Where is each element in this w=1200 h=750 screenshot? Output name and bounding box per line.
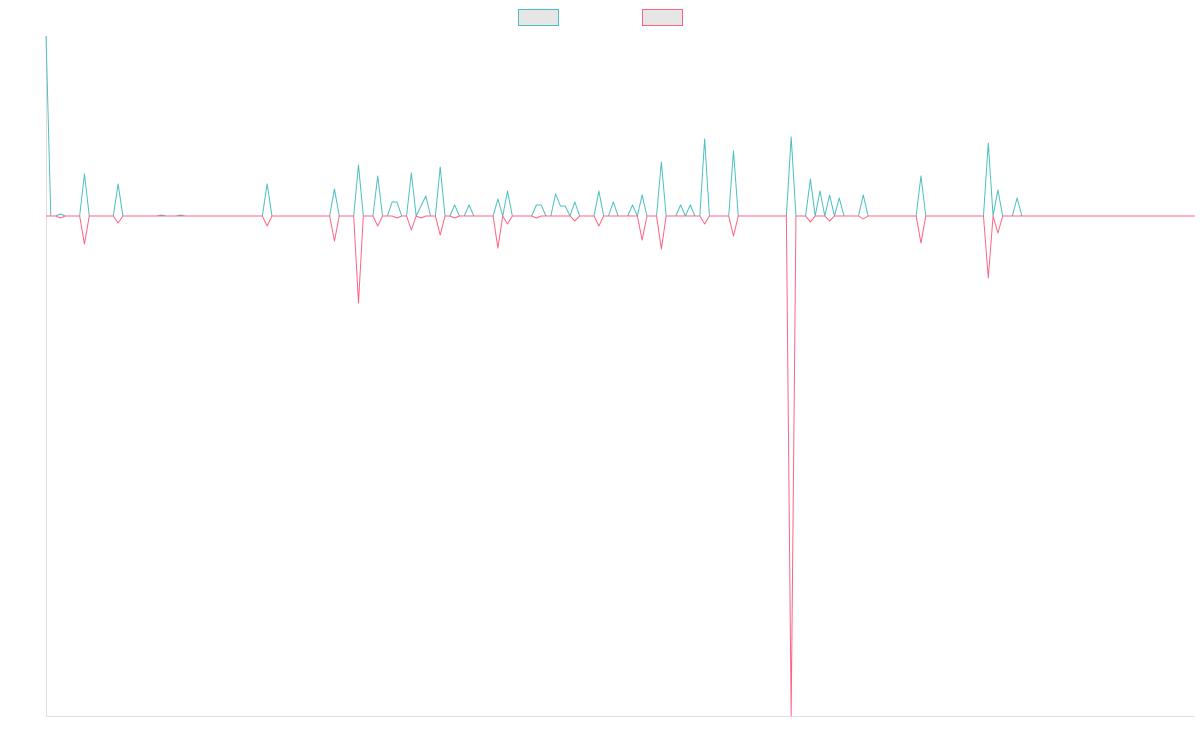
legend-swatch: [642, 9, 683, 26]
series-line: [45, 35, 1195, 217]
legend-swatch: [518, 9, 559, 26]
legend: [518, 9, 683, 26]
series-line: [46, 215, 1195, 717]
